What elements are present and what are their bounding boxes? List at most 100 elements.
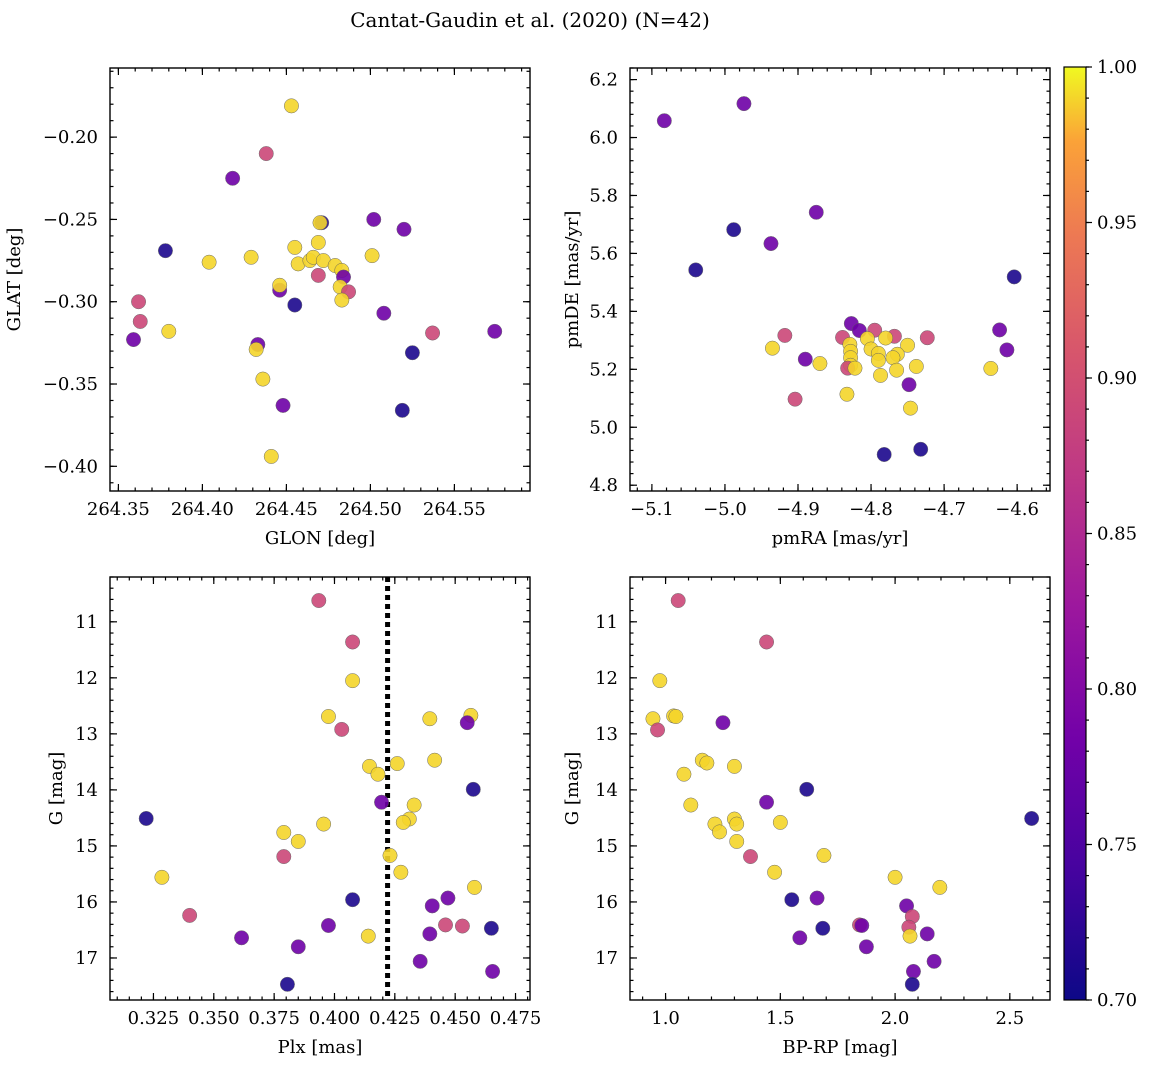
x-axis-label: pmRA [mas/yr] [772, 528, 909, 549]
x-tick-label: 0.400 [309, 1008, 361, 1029]
scatter-point [913, 441, 929, 457]
scatter-point [154, 869, 170, 885]
scatter-point [797, 351, 813, 367]
scatter-point [157, 243, 173, 259]
scatter-point [138, 811, 154, 826]
scatter-point [422, 926, 438, 942]
scatter-point [715, 715, 731, 731]
scatter-point [201, 254, 217, 270]
scatter-point [287, 239, 303, 255]
scatter-point [366, 211, 382, 227]
scatter-point [729, 816, 745, 832]
y-tick-label: 12 [595, 668, 618, 689]
scatter-point [310, 235, 326, 250]
scatter-point [670, 593, 686, 608]
x-tick-label: 1.0 [651, 1008, 680, 1029]
y-tick-label: 5.6 [589, 243, 618, 264]
scatter-point [320, 709, 336, 724]
scatter-point [901, 377, 917, 393]
scatter-panel-glon-glat: 264.35 264.40 264.45 264.50 264.55 −0.40 −0.35… [4, 67, 531, 549]
colorbar-tick-label: 0.80 [1097, 679, 1137, 700]
scatter-point [900, 337, 916, 353]
scatter-point [815, 920, 831, 936]
scatter-point [320, 918, 336, 933]
scatter-point [334, 292, 350, 308]
x-tick-label: −4.7 [922, 499, 966, 520]
scatter-point [729, 833, 745, 849]
scatter-point [454, 918, 470, 934]
y-tick-label: −0.35 [43, 374, 98, 395]
x-tick-label: −5.1 [630, 499, 674, 520]
scatter-point [983, 360, 999, 376]
y-tick-label: 14 [75, 780, 98, 801]
scatter-point [487, 323, 503, 339]
scatter-point [234, 930, 250, 946]
y-tick-label: −0.20 [43, 127, 98, 148]
scatter-point [809, 890, 825, 906]
scatter-panel-pmra-pmde: −5.1 −5.0 −4.9 −4.8 −4.7 −4.6 4.8 5.0 5.2 5.4 5.6 5… [562, 67, 1051, 549]
y-axis-label: pmDE [mas/yr] [562, 211, 583, 349]
x-axis-label: Plx [mas] [278, 1037, 363, 1058]
scatter-point [808, 204, 824, 220]
scatter-point [370, 766, 386, 782]
scatter-point [290, 939, 306, 955]
y-tick-label: 15 [75, 836, 98, 857]
scatter-point [904, 976, 920, 992]
scatter-point [422, 711, 438, 727]
scatter-point [182, 907, 198, 923]
scatter-point [743, 849, 758, 865]
scatter-point [908, 358, 924, 374]
y-tick-label: 13 [595, 724, 618, 745]
colorbar-tick-label: 1.00 [1097, 57, 1137, 78]
scatter-point [290, 833, 306, 849]
figure-title: Cantat-Gaudin et al. (2020) (N=42) [350, 8, 710, 32]
y-tick-label: 4.8 [589, 475, 618, 496]
scatter-point [668, 709, 684, 724]
scatter-point [759, 634, 775, 650]
x-tick-label: −4.6 [995, 499, 1039, 520]
scatter-point [360, 928, 376, 944]
scatter-point [876, 447, 892, 462]
scatter-point [382, 848, 398, 863]
y-tick-label: −0.40 [43, 456, 98, 477]
scatter-point [885, 350, 901, 366]
colorbar-tick-label: 0.75 [1097, 835, 1137, 856]
scatter-point [772, 814, 788, 830]
colorbar-tick-label: 0.95 [1097, 213, 1137, 234]
scatter-panel-bprp-g: 1.0 1.5 2.0 2.5 11 12 13 14 15 16 17 BP-RP [mag] G [… [562, 576, 1051, 1058]
y-tick-label: 17 [75, 948, 98, 969]
y-axis-label: GLAT [deg] [4, 228, 25, 332]
y-tick-label: 13 [75, 724, 98, 745]
scatter-point [374, 794, 390, 810]
y-tick-label: 15 [595, 836, 618, 857]
scatter-point [394, 402, 410, 418]
axes-frame [109, 67, 531, 492]
scatter-point [812, 356, 828, 371]
scatter-point [792, 930, 808, 946]
x-tick-label: 0.475 [490, 1008, 542, 1029]
scatter-point [887, 869, 903, 885]
scatter-point [858, 939, 874, 955]
scatter-point [279, 976, 295, 992]
y-tick-label: 12 [75, 668, 98, 689]
x-tick-label: 1.5 [766, 1008, 795, 1029]
scatter-point [688, 262, 704, 278]
scatter-point [440, 890, 456, 906]
scatter-point [467, 879, 482, 895]
scatter-point [276, 849, 292, 865]
x-tick-label: 264.35 [87, 499, 150, 520]
x-tick-label: 264.55 [423, 499, 486, 520]
scatter-point [676, 766, 692, 782]
colorbar-tick-label: 0.85 [1097, 524, 1137, 545]
scatter-point [847, 360, 863, 376]
scatter-point [287, 297, 303, 313]
scatter-point [683, 797, 699, 813]
scatter-point [310, 267, 326, 283]
scatter-point [767, 864, 783, 880]
x-tick-label: −4.9 [776, 499, 820, 520]
scatter-point [777, 327, 793, 343]
scatter-point [999, 342, 1015, 358]
scatter-point [465, 781, 481, 797]
x-tick-label: 264.40 [171, 499, 234, 520]
scatter-point [839, 386, 855, 402]
